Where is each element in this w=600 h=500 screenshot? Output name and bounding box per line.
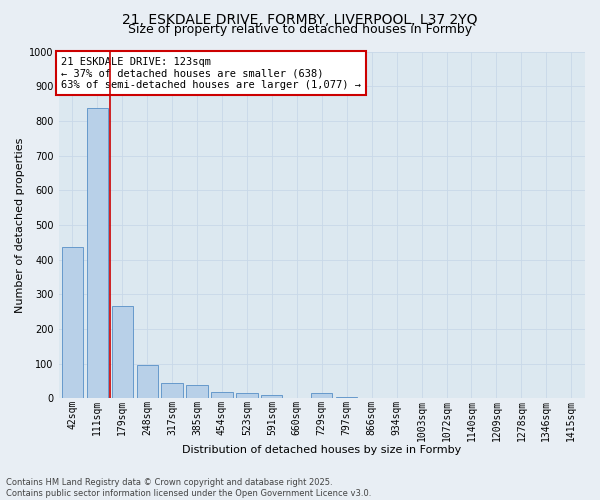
X-axis label: Distribution of detached houses by size in Formby: Distribution of detached houses by size … [182, 445, 461, 455]
Text: 21, ESKDALE DRIVE, FORMBY, LIVERPOOL, L37 2YQ: 21, ESKDALE DRIVE, FORMBY, LIVERPOOL, L3… [122, 12, 478, 26]
Bar [161, 384, 182, 398]
Bar [112, 306, 133, 398]
Y-axis label: Number of detached properties: Number of detached properties [15, 137, 25, 312]
Text: Size of property relative to detached houses in Formby: Size of property relative to detached ho… [128, 22, 472, 36]
Bar [211, 392, 233, 398]
Bar [236, 393, 257, 398]
Bar [311, 393, 332, 398]
Bar [187, 385, 208, 398]
Text: Contains HM Land Registry data © Crown copyright and database right 2025.
Contai: Contains HM Land Registry data © Crown c… [6, 478, 371, 498]
Bar [137, 366, 158, 398]
Bar [86, 108, 108, 399]
Bar [62, 248, 83, 398]
Text: 21 ESKDALE DRIVE: 123sqm
← 37% of detached houses are smaller (638)
63% of semi-: 21 ESKDALE DRIVE: 123sqm ← 37% of detach… [61, 56, 361, 90]
Bar [336, 396, 358, 398]
Bar [261, 395, 283, 398]
